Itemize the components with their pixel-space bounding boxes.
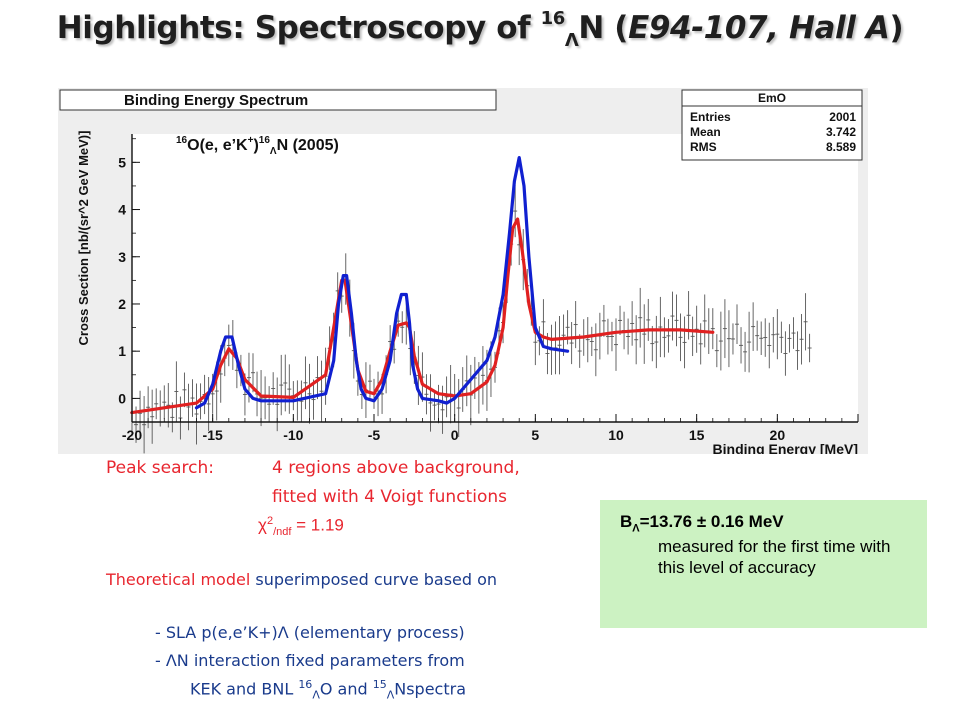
x-axis-label: Binding Energy [MeV] <box>713 441 858 454</box>
chi-square-line: χ2/ndf = 1.19 <box>258 515 344 539</box>
stats-label: Mean <box>690 125 721 139</box>
result-description: measured for the first time with this le… <box>658 537 891 577</box>
stats-value: 8.589 <box>826 140 856 154</box>
result-value: BΛ=13.76 ± 0.16 MeV <box>620 512 784 535</box>
stats-box <box>681 89 863 161</box>
chart-title-box <box>59 89 497 111</box>
slide-title: Highlights: Spectroscopy of 16ΛN (E94-10… <box>56 8 904 51</box>
theory-label-red: Theoretical model <box>106 570 251 589</box>
peak-search-label: Peak search: <box>106 458 214 478</box>
theory-item-3: KEK and BNL 16ΛO and 15ΛNspectra <box>190 678 467 702</box>
stats-name: EmO <box>758 91 786 105</box>
fit-curve-blue <box>194 156 570 410</box>
chart-panel: Binding Energy Spectrum EmO Entries 2001 Mea… <box>58 88 868 454</box>
reaction-annotation: 16O(e, e’K+)16ΛN (2005) <box>176 135 339 157</box>
x-tick-label: 0 <box>451 427 459 443</box>
theory-item-1: - SLA p(e,e’K+)Λ (elementary process) <box>155 623 465 642</box>
y-tick-label: 0 <box>118 390 126 406</box>
theory-label-blue: superimposed curve based on <box>250 570 498 589</box>
stats-value: 2001 <box>829 110 856 124</box>
stats-label: RMS <box>690 140 717 154</box>
x-tick-label: -15 <box>203 427 223 443</box>
result-box: BΛ=13.76 ± 0.16 MeV measured for the fir… <box>600 500 927 628</box>
stats-value: 3.742 <box>826 125 856 139</box>
x-tick-label: 10 <box>608 427 624 443</box>
y-axis-label: Cross Section [nb/(sr^2 GeV MeV)] <box>76 131 91 346</box>
peak-search-line2: fitted with 4 Voigt functions <box>272 487 507 507</box>
peak-search-line1: 4 regions above background, <box>272 458 520 478</box>
y-tick-label: 2 <box>118 296 126 312</box>
x-tick-label: 5 <box>531 427 539 443</box>
x-tick-label: -10 <box>283 427 303 443</box>
stats-label: Entries <box>690 110 731 124</box>
y-tick-label: 5 <box>118 154 126 170</box>
y-tick-label: 1 <box>118 343 126 359</box>
theory-item-2: - ΛN interaction fixed parameters from <box>155 651 465 670</box>
y-tick-label: 3 <box>118 249 126 265</box>
y-tick-label: 4 <box>118 202 126 218</box>
chart-title: Binding Energy Spectrum <box>124 92 308 109</box>
x-tick-label: 15 <box>689 427 705 443</box>
x-tick-label: 20 <box>770 427 786 443</box>
x-tick-label: -20 <box>122 427 142 443</box>
x-tick-label: -5 <box>368 427 381 443</box>
